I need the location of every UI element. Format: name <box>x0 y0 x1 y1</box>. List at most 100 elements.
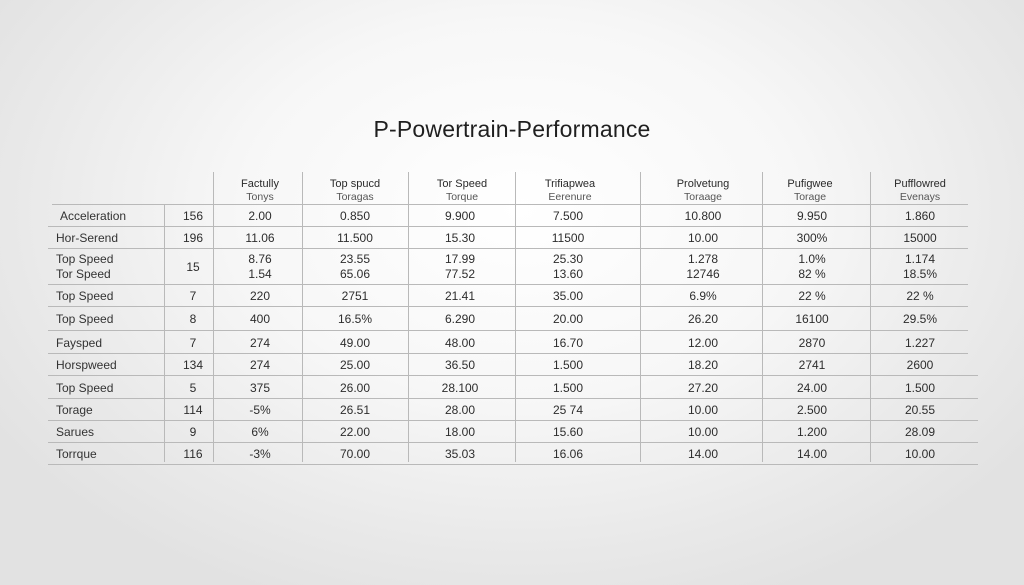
column-divider <box>302 172 303 462</box>
row-divider <box>48 375 978 376</box>
row-label: Hor-Serend <box>56 231 119 245</box>
row-divider <box>48 420 978 421</box>
row-number: 7 <box>189 289 197 303</box>
column-header-subtitle: Toraage <box>684 191 722 203</box>
table-cell: 16.06 <box>552 447 584 461</box>
table-cell: 2.500 <box>796 403 828 417</box>
table-cell: 6.9% <box>689 289 717 303</box>
row-number: 5 <box>189 380 197 395</box>
table-cell: 8.76 1.54 <box>248 252 272 281</box>
table-cell: 11500 <box>551 231 585 245</box>
table-cell: 14.00 <box>687 447 719 461</box>
table-cell: 10.00 <box>687 425 719 439</box>
table-cell: 1.278 12746 <box>686 252 720 281</box>
table-cell: 29.5% <box>902 312 938 326</box>
table-cell: 2.00 <box>248 209 272 223</box>
column-header-subtitle: Evenays <box>899 191 941 203</box>
table-cell: 10.00 <box>687 403 719 417</box>
column-header-subtitle: Torage <box>793 191 827 203</box>
table-cell: 274 <box>249 335 271 350</box>
table-cell: 22 % <box>906 289 934 303</box>
table-cell: 1.200 <box>796 425 828 439</box>
table-cell: 27.20 <box>687 380 719 395</box>
row-label: Torrque <box>56 447 97 461</box>
table-cell: 23.55 65.06 <box>339 252 371 281</box>
row-label: Top Speed Tor Speed <box>56 252 114 281</box>
row-label: Faysped <box>56 335 103 350</box>
table-cell: 18.20 <box>687 358 719 372</box>
table-cell: 2870 <box>798 335 826 350</box>
row-number: 196 <box>182 231 204 245</box>
table-cell: 22 % <box>798 289 826 303</box>
table-cell: 1.500 <box>904 380 936 395</box>
table-cell: 16100 <box>795 312 829 326</box>
row-label: Acceleration <box>60 209 127 223</box>
row-divider <box>48 330 968 331</box>
table-cell: 300% <box>796 231 828 245</box>
table-cell: 0.850 <box>339 209 371 223</box>
table-cell: 22.00 <box>339 425 371 439</box>
row-label: Sarues <box>56 425 95 439</box>
table-cell: 28.00 <box>444 403 476 417</box>
table-cell: 70.00 <box>339 447 371 461</box>
table-cell: 6.290 <box>444 312 476 326</box>
table-cell: 1.500 <box>552 358 584 372</box>
row-divider <box>48 284 968 285</box>
column-divider <box>164 204 165 462</box>
table-cell: 2751 <box>341 289 369 303</box>
table-cell: 26.00 <box>339 380 371 395</box>
row-divider <box>48 306 968 307</box>
column-divider <box>213 172 214 462</box>
table-cell: 35.00 <box>552 289 584 303</box>
column-header-title: Pufigwee <box>787 178 833 190</box>
table-cell: 17.99 77.52 <box>444 252 476 281</box>
table-cell: 375 <box>249 380 271 395</box>
table-cell: 25 74 <box>552 403 584 417</box>
row-number: 8 <box>189 312 197 326</box>
table-cell: 9.900 <box>444 209 476 223</box>
table-cell: 1.174 18.5% <box>902 252 938 281</box>
column-divider <box>515 172 516 462</box>
table-cell: 1.860 <box>904 209 936 223</box>
table-cell: 10.800 <box>684 209 722 223</box>
row-number: 134 <box>182 358 204 372</box>
row-number: 116 <box>183 447 203 461</box>
column-header: Trifiapwea Eerenure <box>510 178 630 204</box>
table-cell: 36.50 <box>444 358 476 372</box>
table-cell: -3% <box>249 447 271 461</box>
table-cell: 11.500 <box>337 231 373 245</box>
row-divider <box>52 204 968 205</box>
column-header-subtitle: Eerenure <box>548 191 592 203</box>
table-cell: 12.00 <box>687 335 719 350</box>
column-divider <box>762 172 763 462</box>
table-cell: 6% <box>251 425 269 439</box>
row-label: Top Speed <box>56 312 114 326</box>
row-label: Horspweed <box>56 358 117 372</box>
column-divider <box>640 172 641 462</box>
table-cell: 400 <box>249 312 271 326</box>
table-cell: 18.00 <box>444 425 476 439</box>
table-cell: 21.41 <box>444 289 476 303</box>
table-cell: 26.51 <box>339 403 371 417</box>
row-number: 156 <box>182 209 204 223</box>
table-cell: 1.0% 82 % <box>798 252 826 281</box>
column-header: Pufflowred Evenays <box>860 178 980 204</box>
column-header: Pufigwee Torage <box>750 178 870 204</box>
row-number: 7 <box>189 335 197 350</box>
column-header: Tor Speed Torque <box>402 178 522 204</box>
table-cell: 274 <box>249 358 271 372</box>
column-header-subtitle: Tonys <box>246 191 274 203</box>
row-number: 114 <box>183 403 203 417</box>
table-cell: 20.55 <box>904 403 936 417</box>
column-header-subtitle: Toragas <box>336 191 374 203</box>
table-cell: 11.06 <box>245 231 275 245</box>
column-header: Factully Tonys <box>200 178 320 204</box>
table-cell: 14.00 <box>796 447 828 461</box>
row-divider <box>48 442 978 443</box>
table-cell: 220 <box>249 289 271 303</box>
column-header-subtitle: Torque <box>445 191 479 203</box>
row-number: 15 <box>186 260 200 274</box>
table-cell: 10.00 <box>904 447 936 461</box>
column-header-title: Prolvetung <box>676 178 730 190</box>
table-cell: 9.950 <box>796 209 828 223</box>
